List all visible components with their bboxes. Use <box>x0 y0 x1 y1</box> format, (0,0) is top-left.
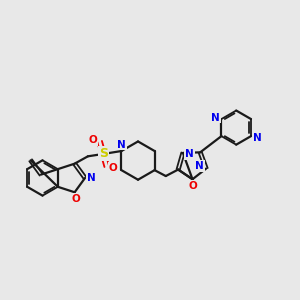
Text: O: O <box>109 163 118 173</box>
Text: N: N <box>117 140 126 149</box>
Text: N: N <box>253 133 261 142</box>
Text: O: O <box>189 181 197 191</box>
Text: N: N <box>211 112 220 123</box>
Text: N: N <box>195 161 204 171</box>
Text: O: O <box>89 135 98 145</box>
Text: S: S <box>99 148 108 160</box>
Text: N: N <box>87 173 96 183</box>
Text: O: O <box>72 194 80 204</box>
Text: N: N <box>185 149 194 159</box>
